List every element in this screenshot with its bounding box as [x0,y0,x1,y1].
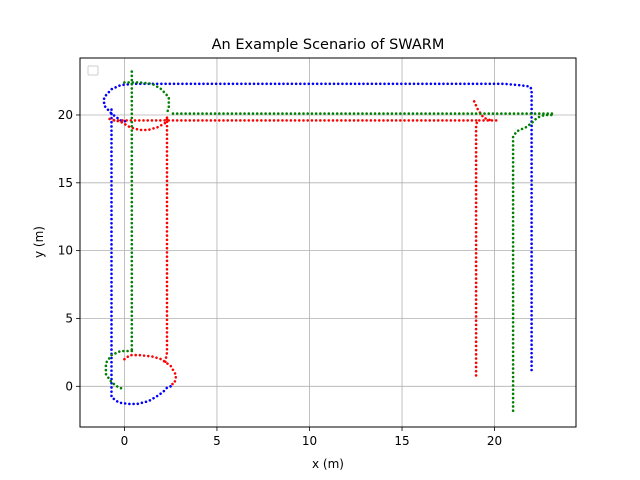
x-tick-label: 20 [487,434,502,448]
plot-frame [79,57,577,428]
trajectory-segment [511,113,554,412]
chart-title: An Example Scenario of SWARM [212,37,445,53]
y-tick-label: 5 [65,311,73,325]
trajectory-segment [123,353,178,387]
y-tick-label: 15 [58,176,73,190]
trajectory-segment [163,116,169,365]
trajectory-segment [108,117,169,132]
trajectory-segment [102,82,533,372]
x-tick-label: 0 [121,434,129,448]
x-axis-label: x (m) [312,457,344,471]
y-tick-label: 20 [58,108,73,122]
legend [87,65,99,76]
y-axis-label: y (m) [32,226,46,258]
y-tick-label: 10 [58,244,73,258]
series-0 [102,82,533,406]
series-2 [104,70,554,412]
trajectory-segment [104,349,134,391]
ticks: 0 5 10 15 20 0 5 10 15 20 [58,108,502,448]
trajectory-segment [474,119,498,377]
x-tick-label: 5 [213,434,221,448]
legend-box [87,65,99,76]
trajectory-segment [123,81,171,115]
grid [80,58,576,427]
y-tick-label: 0 [65,379,73,393]
x-tick-label: 10 [302,434,317,448]
trajectory-segment [110,108,176,406]
x-tick-label: 15 [394,434,409,448]
series-layer [102,70,554,412]
